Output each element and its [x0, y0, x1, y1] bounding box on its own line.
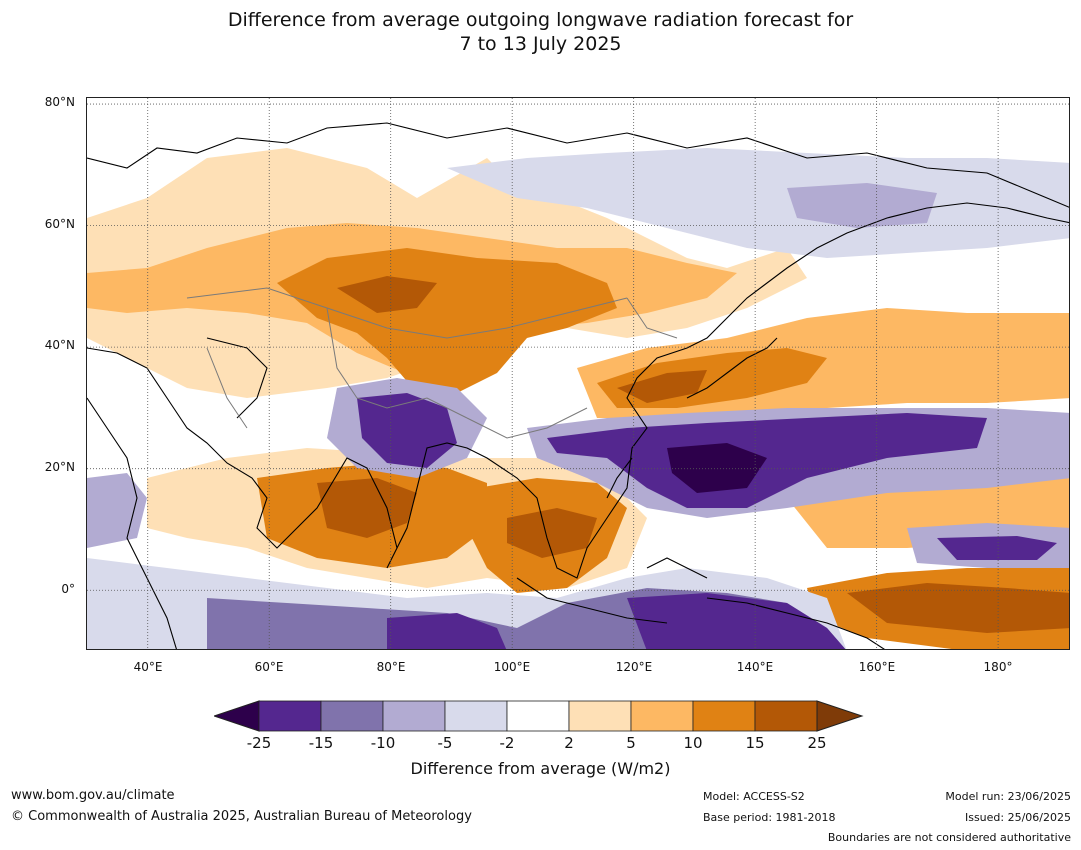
website-link[interactable]: www.bom.gov.au/climate	[11, 788, 175, 803]
lon-label-60: 60°E	[254, 660, 284, 674]
peak-negative-equatorial-indian-ocean	[387, 613, 507, 649]
lat-label-80: 80°N	[44, 95, 75, 109]
colorbar-swatch	[568, 700, 632, 732]
colorbar-swatch	[506, 700, 570, 732]
lat-label-20: 20°N	[44, 460, 75, 474]
colorbar-tick-label: 10	[683, 734, 703, 752]
lon-label-100: 100°E	[493, 660, 531, 674]
strong-negative-tibet	[357, 393, 457, 468]
lat-label-60: 60°N	[44, 217, 75, 231]
strong-negative-central-pacific	[937, 536, 1057, 560]
anomaly-map[interactable]	[86, 97, 1070, 650]
colorbar-swatch	[630, 700, 694, 732]
colorbar-swatch	[258, 700, 322, 732]
colorbar-swatch	[754, 700, 818, 732]
colorbar-swatch	[320, 700, 384, 732]
peak-anomaly-mongolia	[337, 276, 437, 313]
negative-anomaly-siberia	[447, 148, 1069, 258]
lon-label-160: 160°E	[858, 660, 896, 674]
lon-label-80: 80°E	[376, 660, 406, 674]
title-line-1: Difference from average outgoing longwav…	[227, 9, 854, 31]
colorbar-label: Difference from average (W/m2)	[410, 759, 671, 778]
map-title: Difference from average outgoing longwav…	[0, 8, 1081, 56]
title-line-2: 7 to 13 July 2025	[459, 33, 622, 55]
peak-anomaly-japan	[617, 370, 707, 403]
colorbar-under-triangle	[212, 700, 260, 732]
boundaries-disclaimer: Boundaries are not considered authoritat…	[827, 831, 1071, 844]
colorbar	[212, 700, 866, 738]
issued-date: Issued: 25/06/2025	[964, 811, 1071, 824]
peak-anomaly-india	[317, 478, 417, 538]
strong-negative-philippine-sea	[547, 413, 987, 508]
peak-anomaly-southwest-pacific	[847, 583, 1069, 633]
colorbar-tick-label: -10	[370, 734, 396, 752]
peak-negative-maritime-continent	[627, 593, 846, 649]
model-run-date: Model run: 23/06/2025	[945, 790, 1071, 803]
model-name: Model: ACCESS-S2	[703, 790, 805, 803]
peak-negative-philippine-sea	[667, 443, 767, 493]
negative-anomaly-arabian	[87, 473, 147, 548]
colorbar-tick-label: -2	[499, 734, 515, 752]
anomaly-fields	[87, 148, 1069, 649]
colorbar-tick-label: 2	[564, 734, 574, 752]
colorbar-tick-label: 25	[807, 734, 827, 752]
lat-label-0: 0°	[61, 582, 75, 596]
colorbar-swatch	[444, 700, 508, 732]
colorbar-tick-label: 15	[745, 734, 765, 752]
lat-label-40: 40°N	[44, 338, 75, 352]
base-period: Base period: 1981-2018	[703, 811, 836, 824]
colorbar-over-triangle	[816, 700, 864, 732]
lon-label-40: 40°E	[133, 660, 163, 674]
colorbar-swatch	[382, 700, 446, 732]
colorbar-tick-label: 5	[626, 734, 636, 752]
peak-anomaly-indochina	[507, 508, 597, 558]
colorbar-swatch	[692, 700, 756, 732]
colorbar-tick-label: -25	[246, 734, 272, 752]
coastlines	[87, 122, 1069, 649]
colorbar-tick-label: -5	[437, 734, 453, 752]
colorbar-tick-label: -15	[308, 734, 334, 752]
negative-anomaly-east-siberia	[787, 183, 937, 228]
lon-label-140: 140°E	[736, 660, 774, 674]
lon-label-120: 120°E	[615, 660, 653, 674]
copyright-text: © Commonwealth of Australia 2025, Austra…	[11, 809, 472, 824]
lon-label-180: 180°	[983, 660, 1013, 674]
graticule	[87, 98, 1069, 649]
